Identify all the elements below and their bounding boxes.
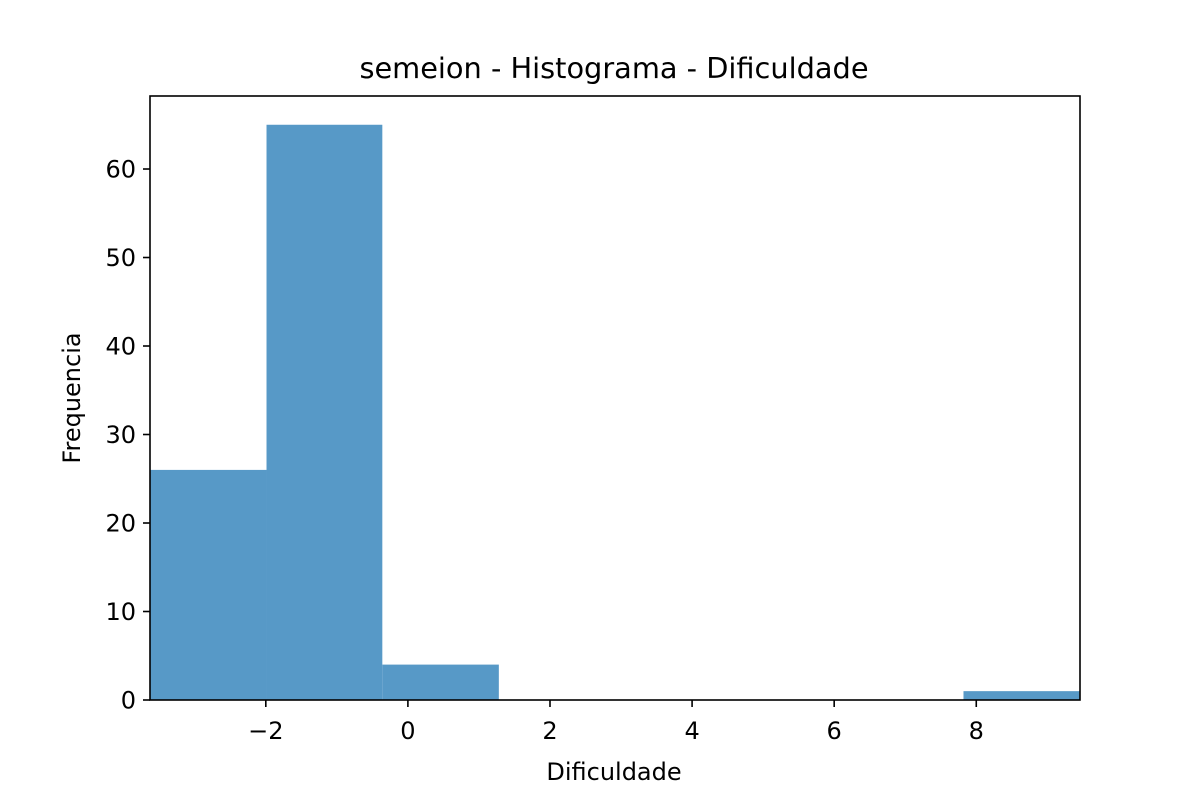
bars-layer: [150, 124, 1080, 700]
x-tick-label: 8: [969, 717, 984, 745]
chart-title: semeion - Histograma - Dificuldade: [359, 51, 868, 85]
y-tick-label: 50: [105, 244, 136, 272]
x-axis-label: Dificuldade: [546, 758, 681, 786]
x-axis-ticks: −2 0 2 4 6 8: [248, 700, 984, 745]
x-tick-label: 6: [827, 717, 842, 745]
x-tick-label: 4: [684, 717, 699, 745]
histogram-bar: [266, 124, 383, 700]
y-axis-label: Frequencia: [58, 332, 86, 463]
y-tick-label: 20: [105, 510, 136, 538]
y-tick-label: 10: [105, 598, 136, 626]
y-tick-label: 40: [105, 333, 136, 361]
histogram-bar: [382, 664, 499, 700]
x-tick-label: 2: [542, 717, 557, 745]
x-tick-label: −2: [248, 717, 283, 745]
y-tick-label: 0: [121, 687, 136, 715]
y-tick-label: 60: [105, 156, 136, 184]
histogram-bar: [963, 691, 1080, 700]
x-tick-label: 0: [400, 717, 415, 745]
histogram-bar: [150, 469, 267, 700]
plot-frame: [149, 95, 1081, 701]
y-axis-ticks: 0 10 20 30 40 50 60: [105, 156, 150, 715]
y-tick-label: 30: [105, 421, 136, 449]
